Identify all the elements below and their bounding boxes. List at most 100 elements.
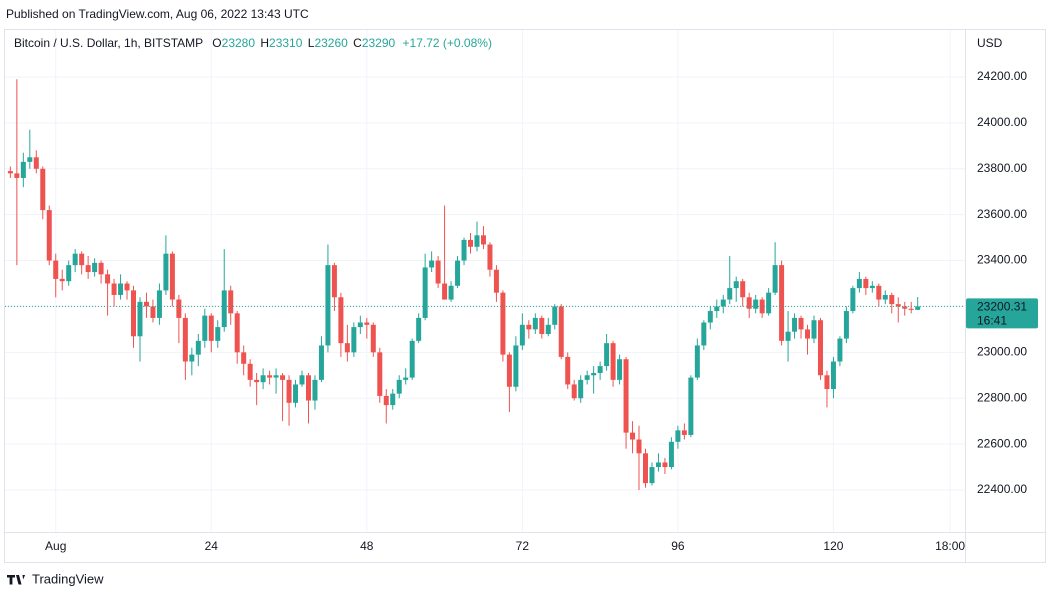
candle-body xyxy=(480,235,486,245)
x-tick-label: 18:00 xyxy=(935,539,965,553)
candle-body xyxy=(539,317,545,334)
candle-body xyxy=(688,377,694,435)
candle-body xyxy=(14,173,20,178)
logo-mark xyxy=(6,575,26,585)
candle-body xyxy=(189,354,195,362)
candle-body xyxy=(681,430,687,435)
candle-body xyxy=(565,356,571,385)
candle-body xyxy=(591,372,597,376)
candle-body xyxy=(221,290,227,328)
candle-body xyxy=(40,168,46,211)
candle-body xyxy=(902,306,908,309)
candle-body xyxy=(59,278,65,282)
candle-body xyxy=(856,278,862,289)
candle-body xyxy=(176,299,182,318)
change: +17.72 (+0.08%) xyxy=(403,36,492,50)
candle-body xyxy=(150,306,156,318)
ohlc-label: C xyxy=(353,36,362,50)
candle-body xyxy=(817,320,823,376)
candle-body xyxy=(228,290,234,314)
candle-body xyxy=(273,375,279,378)
candle-body xyxy=(824,375,830,390)
chart-frame xyxy=(4,29,1046,563)
candle-body xyxy=(461,239,467,261)
candle-body xyxy=(545,324,551,334)
symbol-title: Bitcoin / U.S. Dollar, 1h, BITSTAMP xyxy=(14,36,203,50)
y-tick-label: 24200.00 xyxy=(977,69,1027,83)
x-tick-label: 24 xyxy=(205,539,219,553)
candle-body xyxy=(455,260,461,286)
brand: TradingView xyxy=(32,571,104,586)
candle-body xyxy=(131,290,137,337)
candle-body xyxy=(111,283,117,295)
candle-body xyxy=(286,379,292,403)
candle-body xyxy=(293,384,299,403)
candle-body xyxy=(792,317,798,332)
candle-body xyxy=(325,265,331,346)
candle-body xyxy=(707,311,713,323)
x-tick-label: Aug xyxy=(45,539,66,553)
candle-body xyxy=(435,260,441,284)
candle-body xyxy=(811,320,817,339)
candle-body xyxy=(610,343,616,380)
y-tick-label: 22800.00 xyxy=(977,390,1027,404)
candle-body xyxy=(215,327,221,341)
x-tick-label: 48 xyxy=(360,539,374,553)
candle-body xyxy=(798,317,804,330)
candle-body xyxy=(247,363,253,380)
candle-body xyxy=(118,283,124,295)
y-tick-label: 23800.00 xyxy=(977,161,1027,175)
candle-body xyxy=(66,265,72,282)
x-tick-label: 120 xyxy=(823,539,843,553)
candle-body xyxy=(733,281,739,289)
candle-body xyxy=(331,265,337,298)
candle-body xyxy=(779,265,785,341)
candle-body xyxy=(474,235,480,247)
candle-body xyxy=(740,281,746,298)
y-axis-label: USD xyxy=(977,36,1003,50)
candle-body xyxy=(409,340,415,378)
candle-body xyxy=(500,292,506,355)
candle-body xyxy=(195,340,201,355)
candle-body xyxy=(701,322,707,346)
last-price-badge xyxy=(966,298,1038,329)
candle-body xyxy=(668,441,674,468)
ohlc-label: O xyxy=(212,36,221,50)
candle-body xyxy=(370,324,376,353)
y-tick-label: 23600.00 xyxy=(977,207,1027,221)
candle-body xyxy=(318,345,324,380)
candle-body xyxy=(720,299,726,307)
candle-body xyxy=(863,278,869,289)
candle-body xyxy=(506,354,512,387)
candle-body xyxy=(234,313,240,353)
ohlc-value: 23280 xyxy=(222,36,256,50)
candle-body xyxy=(759,299,765,314)
candle-body xyxy=(850,288,856,312)
ohlc-value: 23260 xyxy=(314,36,348,50)
candle-body xyxy=(27,157,33,162)
y-tick-label: 22400.00 xyxy=(977,482,1027,496)
candle-body xyxy=(20,161,26,178)
candle-body xyxy=(163,253,169,291)
candle-body xyxy=(105,274,111,284)
footer-logo: TradingView xyxy=(6,571,104,586)
candle-body xyxy=(604,343,610,367)
candle-body xyxy=(584,375,590,380)
candle-body xyxy=(766,292,772,314)
candle-body xyxy=(280,375,286,380)
candle-body xyxy=(805,329,811,339)
candle-body xyxy=(156,290,162,318)
axes: 22400.0022600.0022800.0023000.0023200.00… xyxy=(45,69,1038,553)
candle-body xyxy=(519,324,525,346)
candle-body xyxy=(403,377,409,380)
candle-body xyxy=(422,267,428,318)
candle-body xyxy=(357,322,363,328)
candle-body xyxy=(694,345,700,378)
candle-body xyxy=(727,288,733,300)
countdown-label: 16:41 xyxy=(977,314,1007,328)
candle-body xyxy=(908,308,914,310)
candle-body xyxy=(558,306,564,357)
ohlc-value: 23310 xyxy=(269,36,303,50)
candle-body xyxy=(98,262,104,275)
candle-body xyxy=(85,265,91,273)
